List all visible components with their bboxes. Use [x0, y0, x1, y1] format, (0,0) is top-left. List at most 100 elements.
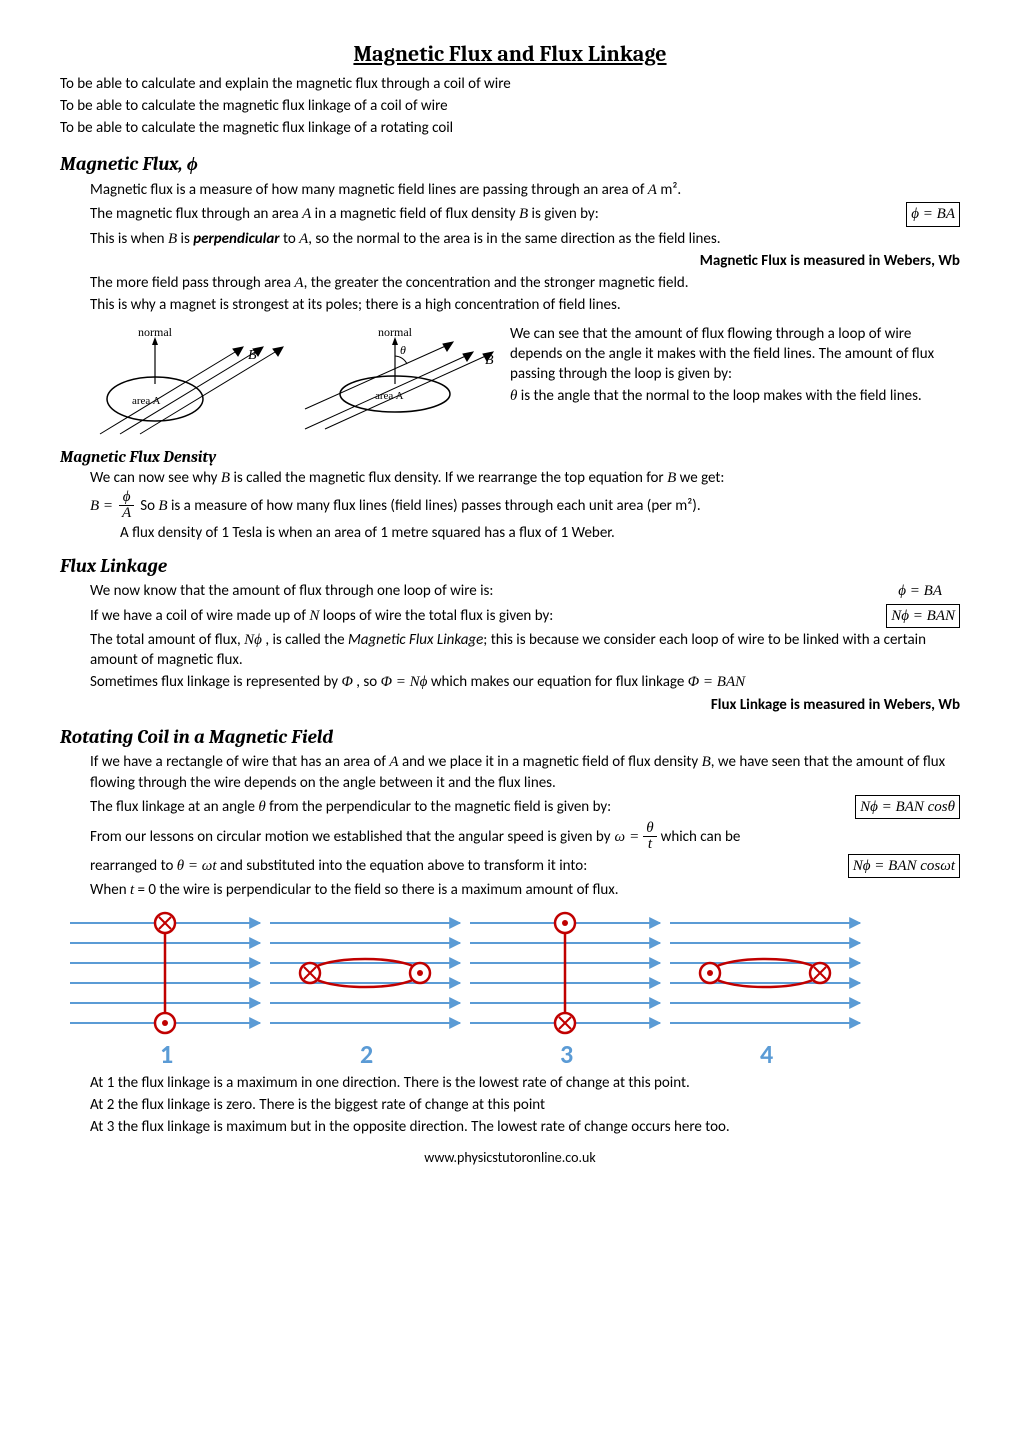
mfd-p1c: we get: — [676, 469, 724, 487]
aside-p2a: is the angle that the normal to the loop… — [517, 387, 921, 405]
label-area-1: area A — [132, 395, 160, 407]
var-N: N — [309, 608, 319, 624]
flux-diagram-angled: normal θ area A B — [300, 324, 500, 439]
rc-p4: rearranged to θ = ωt and substituted int… — [90, 856, 587, 876]
sym-Phi3: Φ = BAN — [688, 674, 745, 690]
sym-Phi2: Φ = Nϕ — [381, 674, 428, 690]
fl-p3: The total amount of flux, Nϕ , is called… — [90, 630, 960, 671]
rc-p1a: If we have a rectangle of wire that has … — [90, 753, 389, 771]
mf-p3a: This is when — [90, 230, 168, 248]
mf-p1a: Magnetic flux is a measure of how many m… — [90, 181, 648, 199]
frame-label-3: 3 — [560, 1038, 573, 1070]
frame-label-1: 1 — [160, 1038, 173, 1070]
fl-p2a: If we have a coil of wire made up of — [90, 607, 309, 625]
mf-p4a: The more field pass through area — [90, 274, 294, 292]
heading-rotating-coil: Rotating Coil in a Magnetic Field — [60, 725, 960, 751]
var-A4: A — [294, 275, 303, 291]
mf-p4: The more field pass through area A, the … — [90, 273, 960, 293]
fl-p4c: which makes our equation for flux linkag… — [427, 673, 687, 691]
term-flux-linkage: Magnetic Flux Linkage — [348, 631, 483, 649]
rotating-coil-diagram: 1 2 3 4 — [60, 903, 960, 1073]
page-title: Magnetic Flux and Flux Linkage — [60, 40, 960, 70]
mfd-p2: So B is a measure of how many flux lines… — [140, 496, 700, 516]
label-normal-1: normal — [138, 325, 173, 339]
fl-row2: If we have a coil of wire made up of N l… — [90, 604, 960, 628]
mfd-p2a: So — [140, 497, 158, 515]
var-A: A — [648, 182, 657, 198]
heading-flux-density: Magnetic Flux Density — [60, 447, 960, 469]
mfd-p1b: is called the magnetic flux density. If … — [230, 469, 667, 487]
mf-p2-row: The magnetic flux through an area A in a… — [90, 202, 960, 226]
mf-p3: This is when B is perpendicular to A, so… — [90, 229, 960, 249]
mfd-eq-row: B = ϕ A So B is a measure of how many fl… — [90, 490, 960, 521]
flux-aside: We can see that the amount of flux flowi… — [510, 324, 960, 409]
frame-label-4: 4 — [760, 1038, 773, 1070]
frame-label-2: 2 — [360, 1038, 373, 1070]
var-theta2: θ — [258, 799, 265, 815]
frac-den2: t — [643, 837, 656, 852]
var-B: B — [519, 206, 528, 222]
var-B5: B — [158, 498, 167, 514]
fl-p4a: Sometimes flux linkage is represented by — [90, 673, 341, 691]
rc-p3a: From our lessons on circular motion we e… — [90, 827, 611, 847]
eq-B-eq: B = — [90, 496, 113, 516]
mf-p2c: is given by: — [528, 205, 599, 223]
eq-phi-ba-2: ϕ = BA — [898, 581, 960, 601]
var-A5: A — [389, 754, 398, 770]
fl-p3b: , is called the — [262, 631, 348, 649]
rc-p5b: = 0 the wire is perpendicular to the fie… — [134, 881, 618, 899]
mfd-p2b: is a measure of how many flux lines (fie… — [168, 497, 701, 515]
sym-omega: ω — [615, 827, 626, 847]
mfd-p3: A flux density of 1 Tesla is when an are… — [90, 523, 960, 543]
fl-units: Flux Linkage is measured in Webers, Wb — [60, 695, 960, 715]
mfd-p1: We can now see why B is called the magne… — [90, 468, 960, 488]
heading-magnetic-flux: Magnetic Flux, ϕ — [60, 152, 960, 178]
var-B3: B — [221, 470, 230, 486]
rc-row1: The flux linkage at an angle θ from the … — [90, 795, 960, 819]
eq-theta-omega-t: θ = ωt — [177, 858, 217, 874]
frac-theta-t: θ t — [643, 821, 656, 852]
mf-p2a: The magnetic flux through an area — [90, 205, 302, 223]
mf-p3b: is — [177, 230, 193, 248]
frac-den: A — [119, 506, 134, 521]
rc-p2a: The flux linkage at an angle — [90, 798, 258, 816]
mf-p2: The magnetic flux through an area A in a… — [90, 204, 599, 224]
heading-text: Magnetic Flux, — [60, 153, 187, 175]
fl-p1: We now know that the amount of flux thro… — [90, 581, 493, 601]
objective-3: To be able to calculate the magnetic flu… — [60, 118, 960, 138]
sym-Phi1: Φ — [341, 674, 352, 690]
rc-bullet-1: At 1 the flux linkage is a maximum in on… — [90, 1073, 960, 1093]
eq-nphi-cos-theta: Nϕ = BAN cosθ — [855, 795, 960, 819]
var-A3: A — [299, 231, 308, 247]
fl-p2b: loops of wire the total flux is given by… — [319, 607, 553, 625]
objective-1: To be able to calculate and explain the … — [60, 74, 960, 94]
frac-num: ϕ — [119, 490, 134, 506]
rc-p1: If we have a rectangle of wire that has … — [90, 752, 960, 793]
rc-row2: rearranged to θ = ωt and substituted int… — [90, 854, 960, 878]
eq-nphi-cos-omega-t: Nϕ = BAN cosωt — [848, 854, 960, 878]
mf-units: Magnetic Flux is measured in Webers, Wb — [60, 251, 960, 271]
aside-p2: θ is the angle that the normal to the lo… — [510, 386, 960, 406]
footer-url: www.physicstutoronline.co.uk — [60, 1149, 960, 1168]
mf-p1b: m². — [657, 181, 681, 199]
sym-nphi: Nϕ — [244, 632, 262, 648]
fl-p2: If we have a coil of wire made up of N l… — [90, 606, 553, 626]
mf-p3e: , so the normal to the area is in the sa… — [308, 230, 720, 248]
var-B2: B — [168, 231, 177, 247]
fl-p4b: , so — [353, 673, 381, 691]
fl-p3a: The total amount of flux, — [90, 631, 244, 649]
mf-p5: This is why a magnet is strongest at its… — [90, 295, 960, 315]
rc-p4a: rearranged to — [90, 857, 177, 875]
rc-p2b: from the perpendicular to the magnetic f… — [266, 798, 611, 816]
mf-p1: Magnetic flux is a measure of how many m… — [90, 180, 960, 200]
rc-p3b: which can be — [661, 827, 741, 847]
rc-p1b: and we place it in a magnetic field of f… — [399, 753, 702, 771]
rc-bullet-3: At 3 the flux linkage is maximum but in … — [90, 1117, 960, 1137]
rc-p3: From our lessons on circular motion we e… — [90, 821, 960, 852]
label-theta: θ — [400, 343, 406, 357]
heading-flux-linkage: Flux Linkage — [60, 554, 960, 580]
var-B4: B — [667, 470, 676, 486]
fl-row1: We now know that the amount of flux thro… — [90, 581, 960, 601]
fl-p4: Sometimes flux linkage is represented by… — [90, 672, 960, 692]
rc-p2: The flux linkage at an angle θ from the … — [90, 797, 611, 817]
